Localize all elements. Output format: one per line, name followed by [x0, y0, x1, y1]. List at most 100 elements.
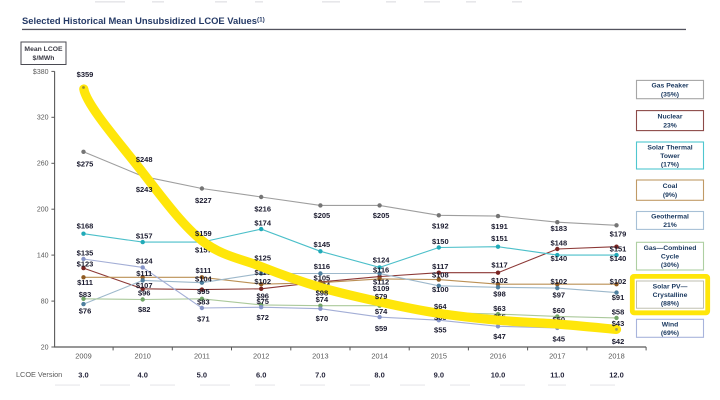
svg-text:$63: $63 [493, 304, 506, 313]
svg-text:$111: $111 [77, 278, 93, 287]
svg-text:$174: $174 [254, 219, 272, 228]
svg-text:$59: $59 [375, 324, 388, 333]
svg-text:Mean LCOE: Mean LCOE [24, 46, 63, 53]
svg-text:LCOE Version: LCOE Version [16, 370, 62, 379]
svg-text:Crystalline: Crystalline [653, 292, 688, 299]
svg-text:200: 200 [37, 207, 49, 214]
svg-text:(35%): (35%) [661, 91, 679, 98]
svg-text:$124: $124 [136, 257, 154, 266]
svg-text:$70: $70 [316, 314, 329, 323]
svg-text:(69%): (69%) [661, 330, 679, 337]
svg-text:$151: $151 [610, 244, 627, 253]
svg-text:$191: $191 [491, 222, 508, 231]
svg-text:2018: 2018 [608, 352, 624, 361]
svg-text:$60: $60 [553, 306, 566, 315]
svg-text:$96: $96 [138, 288, 151, 297]
svg-text:$83: $83 [79, 290, 92, 299]
svg-text:$248: $248 [136, 155, 153, 164]
svg-text:$107: $107 [136, 281, 153, 290]
svg-text:Cycle: Cycle [661, 254, 679, 261]
svg-text:$183: $183 [550, 224, 567, 233]
svg-text:$102: $102 [254, 277, 271, 286]
svg-text:$104: $104 [195, 274, 213, 283]
svg-text:$116: $116 [314, 262, 330, 271]
svg-text:$111: $111 [136, 269, 152, 278]
svg-text:$74: $74 [316, 295, 329, 304]
svg-text:$97: $97 [553, 291, 566, 300]
svg-text:320: 320 [37, 115, 49, 122]
svg-text:$205: $205 [373, 211, 390, 220]
svg-text:$243: $243 [136, 185, 153, 194]
svg-text:80: 80 [41, 299, 49, 306]
svg-text:Nuclear: Nuclear [658, 114, 683, 121]
svg-text:$98: $98 [316, 289, 329, 298]
svg-text:$124: $124 [373, 256, 391, 265]
svg-text:$125: $125 [254, 254, 271, 263]
svg-text:$380: $380 [33, 69, 49, 76]
svg-text:$79: $79 [375, 292, 388, 301]
svg-text:$102: $102 [550, 277, 567, 286]
svg-text:21%: 21% [663, 222, 677, 229]
svg-text:Selected Historical Mean Unsub: Selected Historical Mean Unsubsidized LC… [22, 15, 265, 26]
svg-text:Coal: Coal [663, 183, 678, 190]
svg-text:$205: $205 [314, 211, 331, 220]
svg-text:$227: $227 [195, 196, 212, 205]
svg-text:7.0: 7.0 [315, 370, 325, 379]
svg-text:2014: 2014 [371, 352, 387, 361]
svg-text:5.0: 5.0 [197, 370, 207, 379]
svg-text:$140: $140 [550, 254, 567, 263]
svg-text:$55: $55 [434, 325, 447, 334]
svg-text:2011: 2011 [194, 352, 210, 361]
svg-text:Tower: Tower [660, 153, 680, 160]
svg-text:$64: $64 [434, 302, 447, 311]
svg-text:$123: $123 [77, 260, 94, 269]
svg-text:$359: $359 [77, 70, 94, 79]
svg-text:Solar Thermal: Solar Thermal [647, 144, 692, 151]
svg-text:$112: $112 [373, 278, 389, 287]
svg-text:$140: $140 [610, 254, 627, 263]
svg-text:Gas Peaker: Gas Peaker [651, 83, 688, 90]
svg-text:$75: $75 [256, 297, 269, 306]
svg-text:$148: $148 [550, 239, 567, 248]
svg-text:$100: $100 [432, 285, 449, 294]
svg-text:(9%): (9%) [663, 192, 677, 199]
svg-text:$275: $275 [77, 159, 94, 168]
svg-text:$168: $168 [77, 221, 94, 230]
svg-text:$117: $117 [432, 262, 448, 271]
svg-text:$150: $150 [432, 237, 449, 246]
svg-text:Gas—Combined: Gas—Combined [644, 245, 697, 252]
svg-text:140: 140 [37, 253, 49, 260]
svg-text:$96: $96 [256, 291, 269, 300]
svg-text:(30%): (30%) [661, 262, 679, 269]
svg-text:260: 260 [37, 161, 49, 168]
svg-text:$157: $157 [136, 232, 153, 241]
svg-text:$116: $116 [255, 268, 271, 277]
svg-text:10.0: 10.0 [491, 370, 506, 379]
svg-text:$83: $83 [197, 297, 210, 306]
svg-text:$102: $102 [491, 276, 508, 285]
svg-text:$151: $151 [491, 234, 508, 243]
svg-text:$47: $47 [493, 332, 506, 341]
svg-text:6.0: 6.0 [256, 370, 266, 379]
svg-text:$192: $192 [432, 221, 449, 230]
svg-text:$216: $216 [254, 205, 271, 214]
svg-text:$157: $157 [195, 246, 212, 255]
svg-text:Wind: Wind [662, 321, 679, 328]
svg-text:$98: $98 [493, 289, 506, 298]
svg-text:$74: $74 [375, 307, 388, 316]
svg-text:$95: $95 [197, 287, 210, 296]
svg-text:$135: $135 [77, 249, 94, 258]
svg-text:$42: $42 [612, 337, 625, 346]
svg-text:$43: $43 [612, 319, 625, 328]
svg-text:$58: $58 [612, 308, 625, 317]
svg-text:$159: $159 [195, 229, 212, 238]
svg-text:12.0: 12.0 [609, 370, 624, 379]
svg-text:$/MWh: $/MWh [33, 55, 55, 62]
svg-text:$108: $108 [432, 271, 449, 280]
svg-text:11.0: 11.0 [550, 370, 564, 379]
svg-text:$82: $82 [138, 305, 151, 314]
svg-text:$116: $116 [373, 266, 389, 275]
svg-text:$145: $145 [314, 240, 331, 249]
svg-text:2016: 2016 [490, 352, 506, 361]
svg-text:2010: 2010 [134, 352, 150, 361]
